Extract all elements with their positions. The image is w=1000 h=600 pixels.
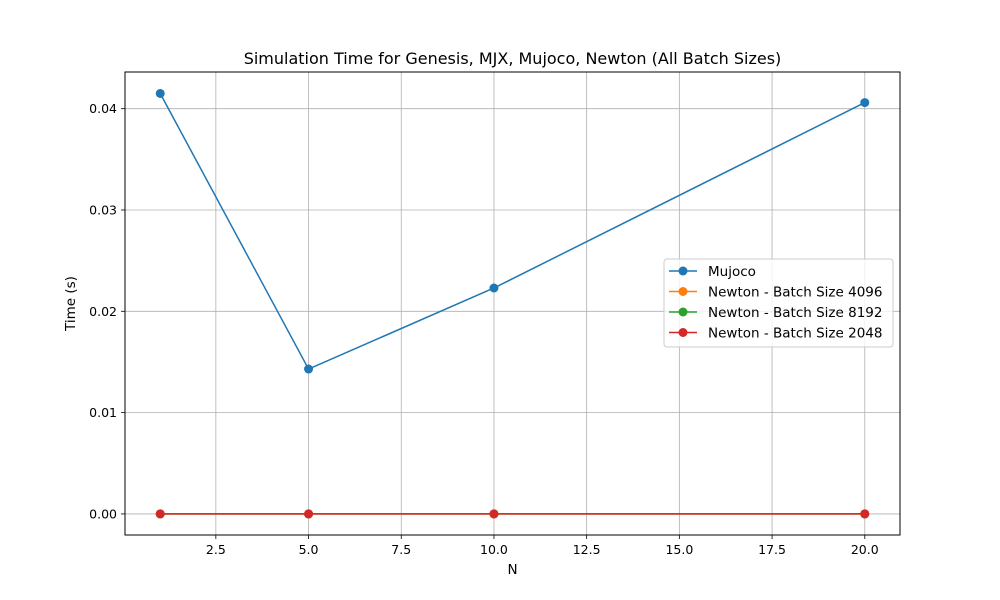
legend-label: Mujoco [708, 264, 756, 280]
x-tick-label: 12.5 [573, 542, 601, 557]
legend-marker [678, 287, 688, 296]
legend-marker [678, 307, 688, 317]
data-point [304, 364, 314, 374]
legend-item: Mujoco [669, 264, 756, 280]
legend-item: Newton - Batch Size 8192 [669, 305, 882, 321]
data-point [155, 88, 165, 98]
data-point [860, 509, 870, 519]
legend-item: Newton - Batch Size 2048 [669, 326, 882, 342]
legend-label: Newton - Batch Size 8192 [708, 305, 882, 321]
y-tick-label: 0.04 [89, 101, 117, 116]
x-tick-label: 7.5 [391, 542, 411, 557]
x-tick-label: 10.0 [480, 542, 508, 557]
data-point [489, 509, 499, 519]
series-layer [155, 88, 870, 519]
plot-frame [124, 71, 901, 536]
legend: Mujoco Newton - Batch Size 4096 Newton - B… [663, 258, 894, 348]
series-1 [155, 88, 870, 374]
x-tick-label: 17.5 [758, 542, 786, 557]
x-axis-label: N [507, 562, 517, 578]
y-tick-label: 0.03 [89, 202, 117, 217]
y-axis-ticks: 0.00 0.01 0.02 0.03 0.04 [89, 101, 125, 521]
data-point [860, 98, 870, 108]
data-point [155, 509, 165, 519]
legend-label: Newton - Batch Size 2048 [708, 326, 882, 342]
y-tick-label: 0.00 [89, 506, 117, 521]
data-point [304, 509, 314, 519]
x-tick-label: 15.0 [665, 542, 693, 557]
legend-label: Newton - Batch Size 4096 [708, 285, 882, 301]
chart-title: Simulation Time for Genesis, MJX, Mujoco… [244, 49, 782, 68]
x-tick-label: 2.5 [206, 542, 226, 557]
y-tick-label: 0.02 [89, 304, 117, 319]
legend-box [663, 258, 894, 348]
data-point [489, 283, 499, 293]
legend-marker [678, 266, 688, 276]
series-4 [155, 509, 870, 519]
legend-item: Newton - Batch Size 4096 [669, 285, 882, 301]
y-tick-label: 0.01 [89, 405, 117, 420]
x-tick-label: 5.0 [299, 542, 319, 557]
x-tick-label: 20.0 [851, 542, 879, 557]
x-axis-ticks: 2.5 5.0 7.5 10.0 12.5 15.0 17.5 20.0 [206, 535, 879, 557]
y-axis-label: Time (s) [63, 276, 79, 332]
legend-marker [678, 328, 688, 337]
series-line [159, 93, 866, 371]
